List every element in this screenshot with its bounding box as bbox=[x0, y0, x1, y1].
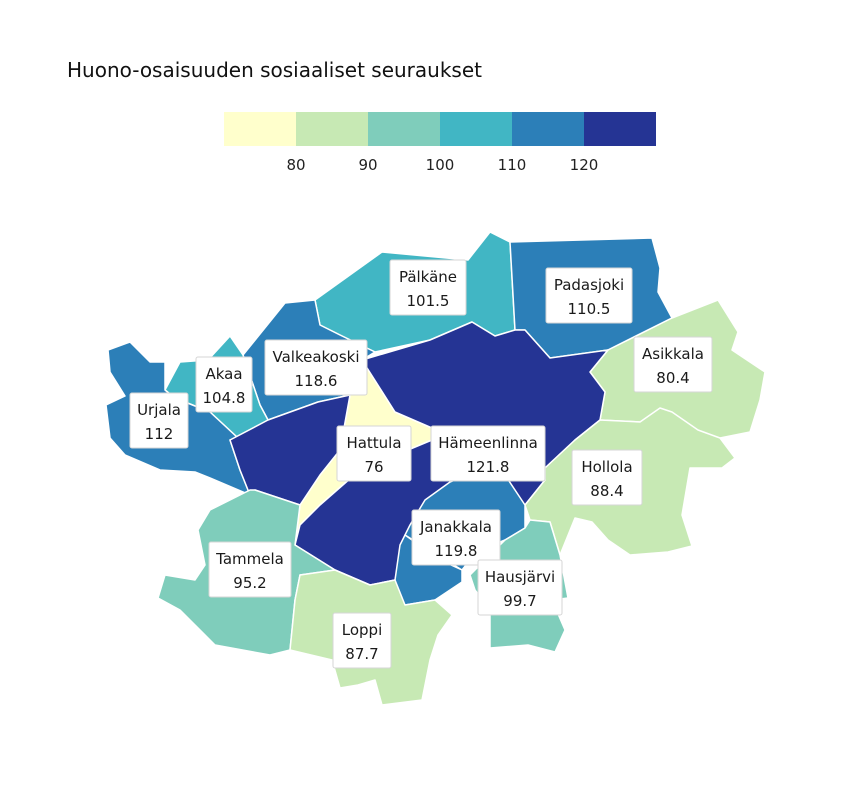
label-box bbox=[208, 541, 292, 598]
label-name: Hausjärvi bbox=[485, 568, 555, 586]
label-name: Valkeakoski bbox=[272, 348, 359, 366]
legend-swatch bbox=[440, 112, 512, 146]
legend-tick-label: 110 bbox=[498, 156, 527, 174]
legend-swatch bbox=[368, 112, 440, 146]
label-value: 95.2 bbox=[233, 574, 266, 592]
label-name: Asikkala bbox=[642, 345, 704, 363]
legend-swatch bbox=[224, 112, 296, 146]
legend-tick-label: 120 bbox=[570, 156, 599, 174]
label-name: Tammela bbox=[215, 550, 284, 568]
legend-swatch bbox=[296, 112, 368, 146]
label-box bbox=[545, 267, 633, 324]
label-box bbox=[571, 449, 643, 506]
label-box bbox=[332, 612, 392, 669]
label-value: 88.4 bbox=[590, 482, 623, 500]
label-palkane: Pälkäne 101.5 bbox=[389, 259, 467, 316]
label-box bbox=[411, 509, 501, 566]
legend-swatch bbox=[512, 112, 584, 146]
label-value: 87.7 bbox=[345, 645, 378, 663]
label-loppi: Loppi 87.7 bbox=[332, 612, 392, 669]
label-valkeakoski: Valkeakoski 118.6 bbox=[264, 339, 368, 396]
label-name: Hattula bbox=[346, 434, 401, 452]
label-name: Urjala bbox=[137, 401, 181, 419]
label-box bbox=[195, 356, 253, 413]
label-value: 99.7 bbox=[503, 592, 536, 610]
label-name: Akaa bbox=[205, 365, 242, 383]
label-box bbox=[633, 336, 713, 393]
label-value: 121.8 bbox=[467, 458, 510, 476]
label-box bbox=[129, 392, 189, 449]
label-name: Padasjoki bbox=[554, 276, 624, 294]
label-box bbox=[264, 339, 368, 396]
label-tammela: Tammela 95.2 bbox=[208, 541, 292, 598]
label-urjala: Urjala 112 bbox=[129, 392, 189, 449]
label-value: 101.5 bbox=[407, 292, 450, 310]
label-value: 110.5 bbox=[568, 300, 611, 318]
legend-swatch bbox=[584, 112, 656, 146]
legend-tick-label: 90 bbox=[358, 156, 377, 174]
color-legend: 80 90 100 110 120 bbox=[224, 112, 656, 174]
label-value: 76 bbox=[364, 458, 383, 476]
label-name: Janakkala bbox=[419, 518, 492, 536]
label-hattula: Hattula 76 bbox=[336, 425, 412, 482]
map-title: Huono-osaisuuden sosiaaliset seuraukset bbox=[67, 58, 482, 82]
label-name: Hollola bbox=[581, 458, 632, 476]
label-name: Pälkäne bbox=[399, 268, 457, 286]
label-value: 118.6 bbox=[295, 372, 338, 390]
label-akaa: Akaa 104.8 bbox=[195, 356, 253, 413]
label-hausjarvi: Hausjärvi 99.7 bbox=[477, 559, 563, 616]
label-janakkala: Janakkala 119.8 bbox=[411, 509, 501, 566]
municipality-labels: Pälkäne 101.5 Padasjoki 110.5 Asikkala 8… bbox=[129, 259, 713, 669]
label-value: 112 bbox=[145, 425, 174, 443]
label-box bbox=[430, 425, 546, 482]
label-value: 119.8 bbox=[435, 542, 478, 560]
label-asikkala: Asikkala 80.4 bbox=[633, 336, 713, 393]
label-name: Loppi bbox=[342, 621, 382, 639]
legend-tick-label: 100 bbox=[426, 156, 455, 174]
label-name: Hämeenlinna bbox=[438, 434, 538, 452]
label-box bbox=[389, 259, 467, 316]
label-value: 80.4 bbox=[656, 369, 689, 387]
label-box bbox=[336, 425, 412, 482]
label-hollola: Hollola 88.4 bbox=[571, 449, 643, 506]
label-padasjoki: Padasjoki 110.5 bbox=[545, 267, 633, 324]
label-box bbox=[477, 559, 563, 616]
label-hameenlinna: Hämeenlinna 121.8 bbox=[430, 425, 546, 482]
legend-tick-label: 80 bbox=[286, 156, 305, 174]
label-value: 104.8 bbox=[203, 389, 246, 407]
